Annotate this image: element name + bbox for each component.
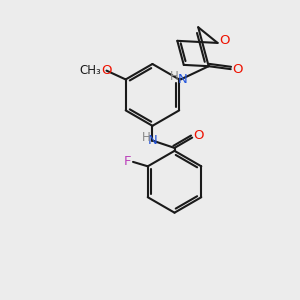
Text: O: O	[232, 63, 242, 76]
Text: CH₃: CH₃	[80, 64, 101, 77]
Text: F: F	[124, 155, 131, 168]
Text: N: N	[148, 134, 157, 147]
Text: H: H	[170, 70, 178, 83]
Text: O: O	[101, 64, 112, 77]
Text: O: O	[193, 129, 203, 142]
Text: N: N	[177, 73, 187, 86]
Text: H: H	[142, 130, 151, 143]
Text: O: O	[219, 34, 229, 47]
